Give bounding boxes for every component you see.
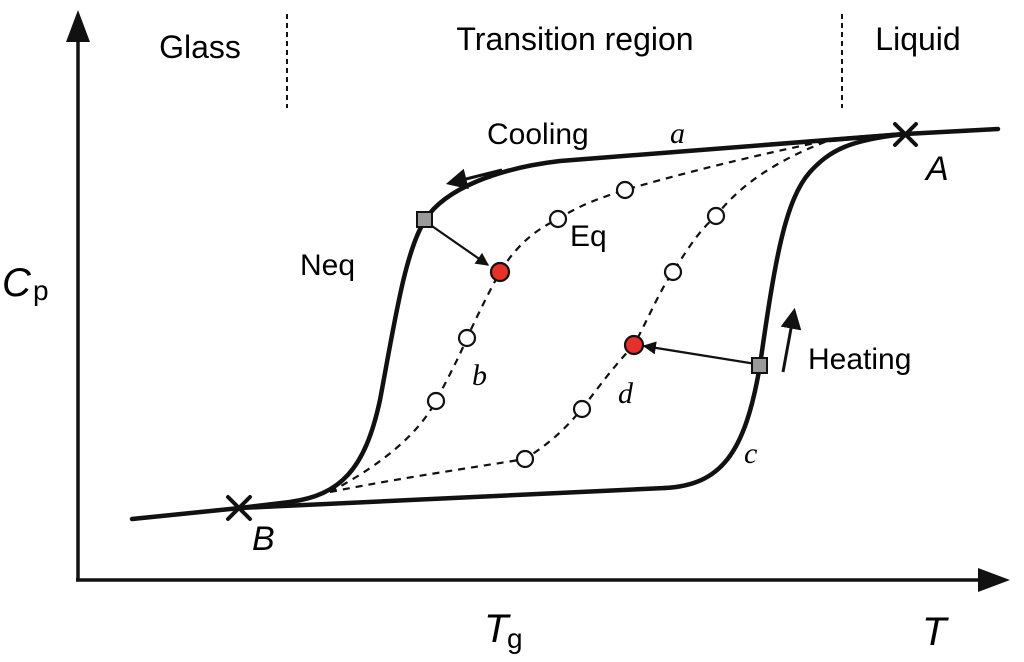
region-glass-label: Glass [159,29,241,65]
equilibrium-point [489,261,511,283]
cooling-curve-a [237,131,908,511]
curve-b-label: b [472,359,487,392]
tg-label: T g [484,607,523,654]
svg-text:C: C [2,261,32,305]
svg-text:T: T [484,607,511,651]
point-a-label: A [924,150,949,188]
region-liquid-label: Liquid [875,21,960,57]
glass-baseline [129,485,668,522]
data-point-open [426,391,446,411]
cross-marker-a [893,122,918,147]
x-axis-arrowhead [978,568,1010,592]
heating-direction-arrow [780,307,802,373]
relaxation-arrow-cooling [428,223,490,266]
equilibrium-point [623,334,645,356]
curve-a-label: a [670,117,685,150]
neq-label: Neq [300,249,355,282]
svg-text:g: g [507,623,523,654]
data-point-open [663,262,683,282]
data-point-open [572,399,592,419]
region-transition-label: Transition region [456,21,693,57]
heating-curve-c [662,131,908,491]
data-point-open [457,328,477,348]
relaxation-arrow-heating [642,341,757,366]
curve-d-label: d [618,377,634,410]
nonequilibrium-square [751,357,768,374]
x-axis-label: T [922,610,949,654]
y-axis-label: C p [2,261,49,306]
y-axis-arrowhead [66,10,90,42]
data-point-open [706,206,726,226]
curve-c-label: c [744,437,757,470]
eq-label: Eq [570,220,607,253]
point-b-label: B [252,520,275,558]
data-point-open [515,449,535,469]
cooling-direction-arrow [445,168,503,190]
heating-label: Heating [808,343,911,376]
nonequilibrium-square [416,211,433,228]
data-point-open [548,209,568,229]
cooling-label: Cooling [487,118,589,151]
cross-marker-b [226,495,252,521]
svg-text:p: p [33,275,49,306]
data-point-open [615,180,635,200]
